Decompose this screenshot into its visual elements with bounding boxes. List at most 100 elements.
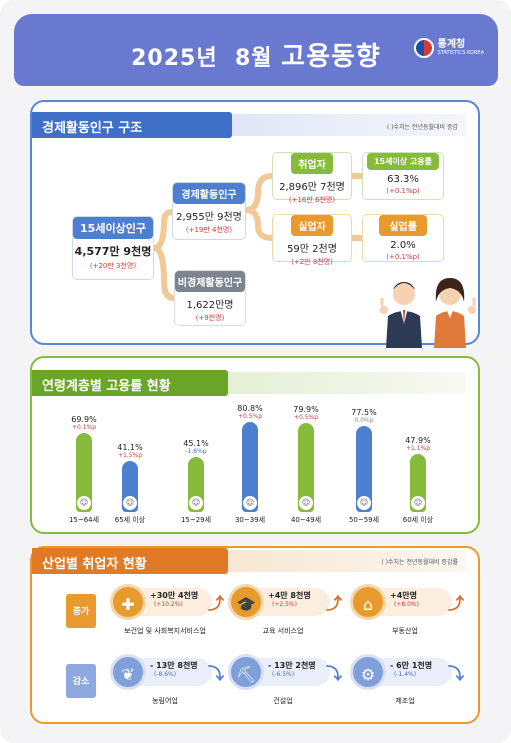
econ-active-value: 2,955만 9천명 <box>176 212 242 223</box>
unemp-rate-box: 실업률 2.0% (+0.1%p) <box>362 214 444 262</box>
age-change: +0.1%p <box>71 424 97 431</box>
industry-section: 산업별 취업자 현황 ( )수치는 전년동월대비 증감률 증가 감소 +30만 … <box>30 546 480 724</box>
not-active-label: 비경제활동인구 <box>175 271 245 292</box>
age-pct: 45.1% <box>183 439 209 448</box>
not-active-box: 비경제활동인구 1,622만명 (+9천명) <box>174 270 246 326</box>
industry-value: +4만 8천명 <box>268 591 311 600</box>
person-icon: ☺ <box>77 496 91 510</box>
industry-value: +4만명 <box>390 591 417 600</box>
person-icon: ☺ <box>357 496 371 510</box>
industry-rate: (-6.5%) <box>272 671 295 678</box>
medical-icon: ✚ <box>110 584 146 620</box>
arrow-up-icon: ⤴ <box>448 594 465 613</box>
person-icon: ☺ <box>123 496 137 510</box>
unemployed-box: 실업자 59만 2천명 (+2만 8천명) <box>272 214 352 266</box>
age-bar: ☺ <box>410 454 426 512</box>
structure-connectors <box>153 173 362 301</box>
emp-rate-box: 15세이상 고용률 63.3% (+0.1%p) <box>362 152 444 200</box>
structure-title-bar <box>230 114 466 136</box>
person-icon: ☺ <box>411 496 425 510</box>
unemp-rate-label: 실업률 <box>379 215 427 236</box>
industry-item: +30만 4천명 (+10.2%) ✚ ⤴ 보건업 및 사회복지서비스업 <box>110 584 230 640</box>
age-group-5: 77.5% 0.0%p ☺ 50~59세 <box>336 408 392 525</box>
people-illustration <box>380 278 476 348</box>
age-pct: 80.8% <box>237 404 263 413</box>
age-change: 0.0%p <box>354 417 374 424</box>
arrow-up-icon: ⤴ <box>208 594 225 613</box>
age-pct: 79.9% <box>293 405 319 414</box>
age-group-4: 79.9% +0.5%p ☺ 40~49세 <box>278 405 334 525</box>
structure-section: 경제활동인구 구조 ( )수치는 전년동월대비 증감 15세이상인구 4,577… <box>30 100 480 348</box>
age-label: 60세 이상 <box>402 516 434 524</box>
person-icon: ☺ <box>299 496 313 510</box>
age-change: +1.1%p <box>405 445 431 452</box>
age-group-3: 80.8% +0.5%p ☺ 30~39세 <box>222 404 278 525</box>
age-bar: ☺ <box>298 423 314 512</box>
person-icon: ☺ <box>243 496 257 510</box>
unemp-rate-change: (+0.1%p) <box>386 253 420 261</box>
age-change: +0.5%p <box>237 413 263 420</box>
person-icon: ☺ <box>189 496 203 510</box>
age-group-6: 47.9% +1.1%p ☺ 60세 이상 <box>390 436 446 525</box>
econ-active-label: 경제활동인구 <box>173 183 245 204</box>
unemp-rate-value: 2.0% <box>390 240 416 251</box>
age-label: 40~49세 <box>290 516 322 524</box>
industry-value: +30만 4천명 <box>150 591 199 600</box>
age-pct: 47.9% <box>405 436 431 445</box>
house-icon: ⌂ <box>350 584 386 620</box>
agency-logo: 통계청 STATISTICS KOREA <box>413 38 484 58</box>
age-bar: ☺ <box>76 433 92 512</box>
unemployed-value: 59만 2천명 <box>287 244 337 255</box>
arrow-up-icon: ⤴ <box>326 594 343 613</box>
emp-rate-label: 15세이상 고용률 <box>367 153 439 170</box>
decrease-tag: 감소 <box>66 664 96 698</box>
industry-item: - 13만 2천명 (-6.5%) ⛏ ⤵ 건설업 <box>228 654 348 710</box>
age-title: 연령계층별 고용률 현황 <box>32 370 228 396</box>
title-year: 2025년 <box>131 46 218 71</box>
industry-name: 건설업 <box>273 697 293 705</box>
industry-item: +4만 8천명 (+2.5%) 🎓 ⤴ 교육 서비스업 <box>228 584 348 640</box>
age-bar: ☺ <box>188 457 204 512</box>
industry-rate: (+2.5%) <box>272 601 297 608</box>
industry-name: 보건업 및 사회복지서비스업 <box>124 627 206 635</box>
agency-name: 통계청 <box>437 39 466 50</box>
structure-note: ( )수치는 전년동월대비 증감 <box>386 124 458 131</box>
age-title-bar <box>226 372 466 394</box>
industry-rate: (+8.0%) <box>394 601 419 608</box>
employed-value: 2,896만 7천명 <box>279 182 345 193</box>
emp-rate-change: (+0.1%p) <box>386 187 420 195</box>
not-active-change: (+9천명) <box>195 314 225 322</box>
structure-title: 경제활동인구 구조 <box>32 112 232 138</box>
industry-value: - 6만 1천명 <box>390 661 433 670</box>
taegeuk-icon <box>413 38 434 58</box>
age-label: 15~64세 <box>68 516 100 524</box>
econ-active-change: (+19만 4천명) <box>185 226 233 234</box>
industry-title: 산업별 취업자 현황 <box>32 548 228 574</box>
not-active-value: 1,622만명 <box>186 300 234 311</box>
age-pct: 77.5% <box>351 408 377 417</box>
age-change: -1.6%p <box>185 448 207 455</box>
employed-label: 취업자 <box>291 153 333 174</box>
age-bar: ☺ <box>356 426 372 512</box>
industry-rate: (+10.2%) <box>154 601 183 608</box>
age-section: 연령계층별 고용률 현황 69.9% +0.1%p ☺ 15~64세 41.1% +1.5… <box>30 356 480 534</box>
excavator-icon: ⛏ <box>228 654 264 690</box>
age-pct: 41.1% <box>117 443 143 452</box>
industry-rate: (-8.6%) <box>154 671 177 678</box>
pop15-value: 4,577만 9천명 <box>74 245 152 258</box>
pop15-label: 15세이상인구 <box>73 217 153 239</box>
age-group-2: 45.1% -1.6%p ☺ 15~29세 <box>168 439 224 525</box>
title-main: 고용동향 <box>281 42 381 72</box>
header-banner: 2025년 8월 고용동향 통계청 STATISTICS KOREA <box>14 14 498 86</box>
arrow-down-icon: ⤵ <box>448 664 465 683</box>
graduation-icon: 🎓 <box>228 584 264 620</box>
industry-name: 교육 서비스업 <box>262 627 304 635</box>
pop15-change: (+20만 3천명) <box>89 262 137 270</box>
industry-name: 부동산업 <box>392 627 418 635</box>
age-label: 50~59세 <box>348 516 380 524</box>
wheat-icon: ❦ <box>110 654 146 690</box>
industry-value: - 13만 2천명 <box>268 661 316 670</box>
pop15-box: 15세이상인구 4,577만 9천명 (+20만 3천명) <box>72 216 154 280</box>
age-label: 15~29세 <box>180 516 212 524</box>
